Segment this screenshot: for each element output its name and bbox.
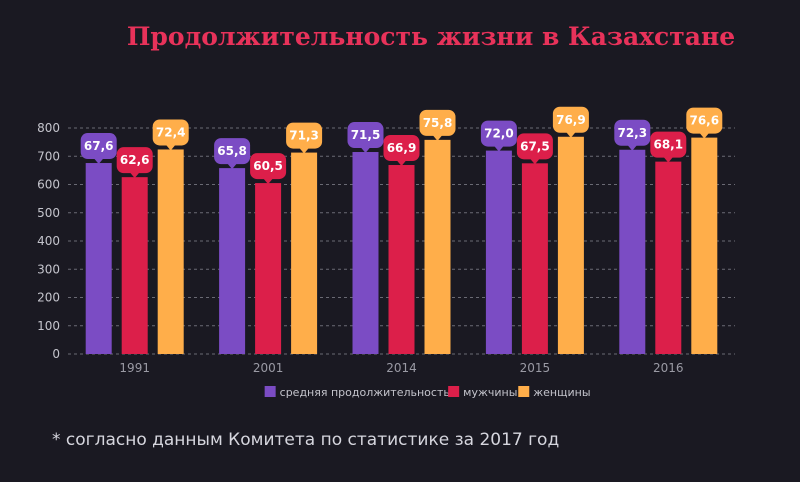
data-label-pointer	[493, 145, 504, 152]
data-label-pointer	[360, 147, 371, 154]
bar	[352, 152, 379, 354]
data-label-pointer	[627, 144, 638, 151]
data-label-bubble	[152, 119, 189, 146]
data-label: 67,6	[84, 139, 114, 153]
data-label: 62,6	[120, 153, 150, 167]
data-label-bubble	[250, 153, 287, 180]
y-tick-label: 0	[52, 347, 60, 361]
legend-swatch	[264, 386, 276, 397]
footnote: * согласно данным Комитета по статистике…	[52, 430, 560, 450]
bar	[121, 177, 148, 354]
bar	[655, 161, 682, 354]
data-label: 72,0	[484, 127, 514, 141]
x-tick-label: 2001	[253, 361, 284, 375]
bar	[388, 165, 415, 354]
data-label: 67,5	[520, 139, 550, 153]
x-tick-label: 2015	[520, 361, 551, 375]
legend-label: средняя продолжительность	[280, 386, 450, 399]
y-tick-label: 400	[37, 234, 60, 248]
bar	[557, 136, 584, 354]
data-label-bubble	[347, 122, 384, 149]
data-label-pointer	[93, 158, 104, 165]
y-tick-label: 100	[37, 319, 60, 333]
bar	[521, 163, 548, 354]
legend-swatch	[448, 386, 460, 397]
bar	[691, 137, 718, 354]
y-tick-label: 200	[37, 291, 60, 305]
data-label-bubble	[214, 138, 251, 165]
data-label-pointer	[396, 160, 407, 167]
data-label-pointer	[432, 134, 443, 141]
x-tick-label: 2014	[386, 361, 417, 375]
data-label-bubble	[80, 133, 117, 160]
data-label-bubble	[286, 122, 323, 149]
data-label-pointer	[663, 156, 674, 163]
chart-title: Продолжительность жизни в Казахстане	[126, 22, 736, 51]
data-label: 76,6	[689, 114, 719, 128]
data-label-bubble	[686, 107, 723, 134]
bar	[85, 163, 112, 354]
legend-swatch	[518, 386, 530, 397]
y-tick-label: 500	[37, 206, 60, 220]
bar	[619, 149, 646, 354]
bar	[219, 168, 246, 354]
data-label: 68,1	[653, 138, 683, 152]
data-label-bubble	[552, 106, 589, 133]
data-label-bubble	[116, 147, 153, 174]
y-tick-label: 800	[37, 121, 60, 135]
data-label-pointer	[165, 144, 176, 151]
data-label-pointer	[263, 178, 274, 185]
y-tick-label: 600	[37, 178, 60, 192]
legend-label: женщины	[533, 386, 590, 399]
data-label-bubble	[516, 133, 553, 160]
y-tick-label: 700	[37, 149, 60, 163]
data-label-pointer	[227, 163, 238, 170]
data-label-pointer	[529, 158, 540, 165]
data-label-pointer	[565, 131, 576, 138]
bar	[291, 152, 318, 354]
bar	[424, 139, 451, 354]
bar	[485, 150, 512, 354]
data-label-bubble	[383, 135, 420, 162]
data-label: 72,4	[156, 125, 186, 139]
bar	[157, 149, 184, 354]
data-label: 76,9	[556, 113, 586, 127]
data-label: 72,3	[617, 126, 647, 140]
x-tick-label: 1991	[119, 361, 150, 375]
x-tick-label: 2016	[653, 361, 684, 375]
bar	[255, 183, 282, 354]
data-label-pointer	[699, 132, 710, 139]
data-label: 71,3	[289, 129, 319, 143]
data-label-pointer	[299, 147, 310, 154]
data-label-bubble	[650, 131, 687, 158]
legend-label: мужчины	[463, 386, 517, 399]
y-tick-label: 300	[37, 262, 60, 276]
data-label: 66,9	[387, 141, 417, 155]
data-label: 75,8	[423, 116, 453, 130]
data-label-bubble	[419, 109, 456, 136]
data-label-pointer	[129, 172, 140, 179]
data-label: 60,5	[253, 159, 283, 173]
data-label-bubble	[614, 119, 651, 146]
data-label: 65,8	[217, 144, 247, 158]
data-label-bubble	[480, 120, 517, 147]
data-label: 71,5	[351, 128, 381, 142]
